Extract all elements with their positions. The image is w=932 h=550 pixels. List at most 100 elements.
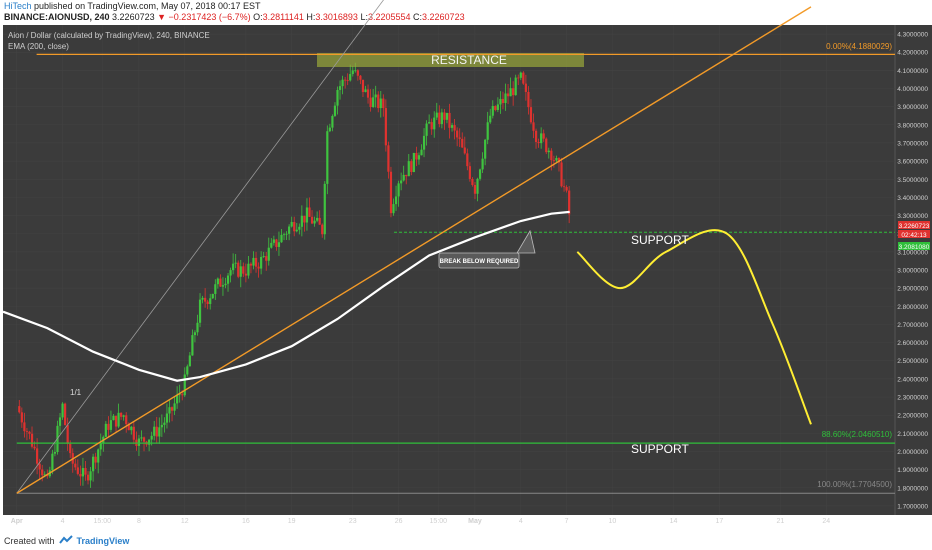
- candle-body: [272, 239, 275, 243]
- candle-body: [224, 283, 227, 286]
- fib-bottom-label: 100.00%(1.7704500): [817, 480, 892, 489]
- low-label: L:: [360, 12, 368, 22]
- candle-body: [318, 217, 321, 225]
- candle-body: [94, 456, 97, 463]
- candle-body: [366, 89, 370, 98]
- candle-body: [18, 406, 21, 413]
- candle-body: [412, 152, 415, 173]
- candle-body: [64, 403, 67, 426]
- candle-body: [514, 77, 517, 96]
- candle-body: [377, 94, 380, 109]
- candle-body: [198, 299, 202, 323]
- candle-body: [303, 215, 306, 223]
- axis-background: [895, 25, 932, 515]
- candle-body: [109, 420, 113, 430]
- candle-body: [270, 242, 273, 248]
- candle-body: [351, 70, 354, 75]
- low-value: 3.2205554: [367, 12, 411, 22]
- candle-body: [435, 112, 438, 118]
- candle-body: [23, 422, 26, 432]
- candle-body: [456, 130, 459, 138]
- candle-body: [300, 215, 303, 227]
- y-tick-label: 4.2000000: [897, 50, 928, 57]
- candle-body: [527, 91, 530, 108]
- ema-200-line: [2, 210, 570, 382]
- candle-body: [262, 256, 265, 257]
- break-note-callout: BREAK BELOW REQUIRED: [438, 229, 536, 269]
- candle-body: [453, 125, 456, 131]
- candle-body: [310, 216, 314, 224]
- candle-body: [415, 152, 418, 160]
- candle-body: [97, 449, 100, 463]
- candle-body: [53, 451, 57, 454]
- x-tick-label: 4: [61, 518, 65, 525]
- candle-body: [226, 275, 230, 284]
- candle-body: [532, 122, 535, 131]
- tradingview-brand-link[interactable]: TradingView: [76, 536, 130, 546]
- candle-body: [428, 122, 431, 124]
- y-tick-label: 2.2000000: [897, 413, 928, 420]
- candle-body: [496, 104, 499, 110]
- candle-body: [120, 412, 123, 417]
- candle-body: [450, 125, 454, 128]
- last-price-tag-value: 3.2260723: [899, 223, 930, 230]
- candle-body: [338, 86, 342, 90]
- x-tick-label: May: [468, 518, 482, 525]
- trend-line: [16, 6, 812, 494]
- candle-body: [341, 79, 344, 87]
- candle-body: [443, 112, 446, 120]
- candle-body: [285, 233, 288, 235]
- y-tick-label: 2.8000000: [897, 304, 928, 311]
- candle-body: [359, 75, 362, 80]
- candle-body: [260, 256, 263, 269]
- candle-body: [188, 355, 191, 367]
- candle-body: [323, 183, 326, 235]
- author-link[interactable]: HiTech: [4, 1, 32, 11]
- y-tick-label: 4.0000000: [897, 86, 928, 93]
- candle-body: [158, 427, 161, 437]
- candle-body: [211, 293, 214, 299]
- publish-info: published on TradingView.com, May 07, 20…: [34, 1, 261, 11]
- candle-body: [478, 169, 482, 179]
- candle-body: [328, 127, 331, 132]
- candle-body: [438, 112, 441, 125]
- candle-body: [36, 448, 39, 464]
- y-tick-label: 2.5000000: [897, 358, 928, 365]
- resistance-zone: [317, 53, 584, 67]
- candle-body: [79, 473, 82, 477]
- publish-header: HiTech published on TradingView.com, May…: [4, 1, 261, 11]
- candle-body: [33, 446, 36, 449]
- candle-body: [425, 123, 428, 136]
- candle-body: [364, 89, 367, 93]
- candle-body: [519, 72, 522, 78]
- candle-body: [397, 183, 400, 197]
- candle-body: [384, 108, 387, 146]
- candle-body: [458, 137, 461, 139]
- x-tick-label: Apr: [11, 518, 23, 525]
- price-change: −0.2317423 (−6.7%): [168, 12, 251, 22]
- candle-body: [20, 412, 23, 423]
- support-upper-label: SUPPORT: [631, 233, 689, 247]
- candlestick-series: [18, 62, 571, 488]
- y-tick-label: 4.3000000: [897, 32, 928, 39]
- x-tick-label: 15:00: [94, 518, 112, 525]
- candle-body: [537, 142, 540, 144]
- high-label: H:: [306, 12, 316, 22]
- x-tick-label: 17: [715, 518, 723, 525]
- candle-body: [201, 297, 204, 300]
- candle-body: [333, 105, 337, 116]
- high-value: 3.3016893: [315, 12, 358, 22]
- candle-body: [379, 98, 382, 109]
- candle-body: [471, 178, 474, 185]
- candle-body: [282, 234, 286, 236]
- candle-body: [547, 150, 550, 153]
- projection-curve: [576, 229, 812, 425]
- candle-body: [331, 115, 334, 128]
- candle-body: [206, 301, 209, 304]
- candle-body: [448, 112, 451, 128]
- resistance-label: RESISTANCE: [431, 53, 507, 67]
- candle-body: [137, 438, 141, 446]
- candle-body: [277, 242, 281, 247]
- candle-body: [420, 149, 423, 156]
